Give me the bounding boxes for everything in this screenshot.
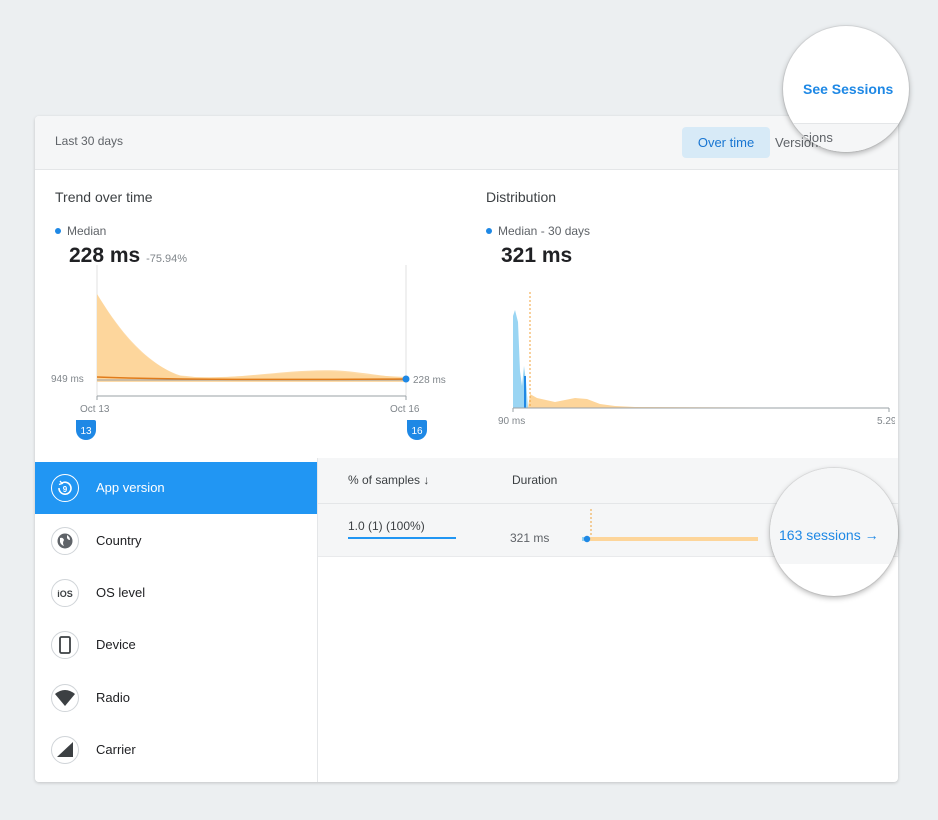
trend-legend: Median — [55, 224, 106, 238]
over-time-toggle[interactable]: Over time — [682, 127, 770, 158]
sidebar-item-label: Country — [96, 533, 142, 548]
distribution-x-min-label: 90 ms — [498, 416, 525, 427]
see-sessions-link[interactable]: See Sessions — [803, 81, 894, 97]
trend-title: Trend over time — [55, 189, 153, 205]
trend-x-start-label: Oct 13 — [80, 404, 110, 415]
date-range-label[interactable]: Last 30 days — [55, 134, 124, 148]
trend-change: -75.94% — [146, 253, 188, 265]
magnified-versions-toggle: Versions — [783, 130, 833, 145]
trend-x-end-label: Oct 16 — [390, 404, 420, 415]
sidebar-item-device[interactable]: Device — [35, 619, 317, 671]
ios-icon: iOS — [51, 579, 79, 607]
magnifier-toolbar-edge — [783, 123, 909, 152]
svg-text:9: 9 — [63, 485, 68, 494]
trend-median-value: 228 ms -75.94% — [69, 244, 187, 268]
median-dot-icon — [486, 227, 492, 234]
start-range-marker[interactable]: 13 — [74, 418, 98, 440]
median-dot-icon — [55, 227, 61, 234]
magnifier-row-bg — [770, 468, 898, 564]
trend-value: 228 ms — [69, 244, 141, 267]
arrow-right-icon: → — [864, 527, 879, 543]
distribution-legend-label: Median - 30 days — [498, 224, 591, 238]
samples-column-header[interactable]: % of samples ↓ — [348, 473, 429, 487]
distribution-chart: 90 ms 5.29s — [498, 292, 895, 427]
distribution-legend: Median - 30 days — [486, 224, 590, 238]
sidebar-item-os-level[interactable]: iOS OS level — [35, 567, 317, 619]
end-marker-label: 16 — [411, 426, 423, 437]
sidebar-item-carrier[interactable]: Carrier — [35, 724, 317, 776]
samples-header-label: % of samples — [348, 473, 421, 487]
distribution-x-max-label: 5.29s — [877, 416, 895, 427]
row-sessions-link[interactable]: 163 sessions → — [779, 527, 879, 543]
distribution-title: Distribution — [486, 189, 557, 205]
sidebar-item-app-version[interactable]: 9 App version — [35, 462, 317, 514]
sidebar-item-label: OS level — [96, 585, 146, 600]
sessions-link-label: 163 sessions — [779, 527, 861, 543]
trend-y-end-label: 228 ms — [413, 375, 446, 386]
signal-icon — [51, 736, 79, 764]
app-version-icon: 9 — [51, 474, 79, 502]
card-toolbar: Last 30 days Over time Versions — [35, 116, 898, 170]
trend-median-line — [96, 376, 407, 381]
end-range-marker[interactable]: 16 — [405, 418, 429, 440]
svg-text:iOS: iOS — [57, 589, 73, 599]
start-marker-label: 13 — [80, 426, 92, 437]
row-duration: 321 ms — [510, 531, 550, 545]
row-version: 1.0 (1) (100%) — [348, 519, 425, 533]
sidebar-item-label: Carrier — [96, 742, 136, 757]
trend-legend-label: Median — [67, 224, 107, 238]
row-duration-chart — [582, 509, 758, 543]
globe-icon — [51, 527, 79, 555]
sort-arrow-down-icon: ↓ — [423, 473, 430, 487]
trend-area-base — [97, 294, 406, 382]
distribution-orange-area — [528, 394, 875, 408]
wifi-icon — [51, 684, 79, 712]
sidebar-item-country[interactable]: Country — [35, 515, 317, 567]
sidebar-item-label: Device — [96, 637, 136, 652]
sidebar-item-label: App version — [96, 480, 165, 495]
performance-card: Last 30 days Over time Versions Trend ov… — [35, 116, 898, 782]
distribution-median-value: 321 ms — [501, 244, 573, 267]
samples-bar — [348, 537, 456, 539]
sessions-magnifier: 163 sessions → — [770, 468, 898, 596]
trend-y-start-label: 949 ms — [51, 374, 84, 385]
sidebar-item-label: Radio — [96, 690, 130, 705]
duration-column-header: Duration — [512, 473, 558, 487]
device-icon — [51, 631, 79, 659]
sidebar-item-radio[interactable]: Radio — [35, 672, 317, 724]
dimension-sidebar: 9 App version Country iOS OS level Devic… — [35, 458, 318, 782]
trend-end-point — [402, 375, 410, 383]
see-sessions-magnifier: Versions See Sessions — [783, 26, 909, 152]
trend-chart: 949 ms 228 ms Oct 13 Oct 16 — [51, 265, 446, 415]
